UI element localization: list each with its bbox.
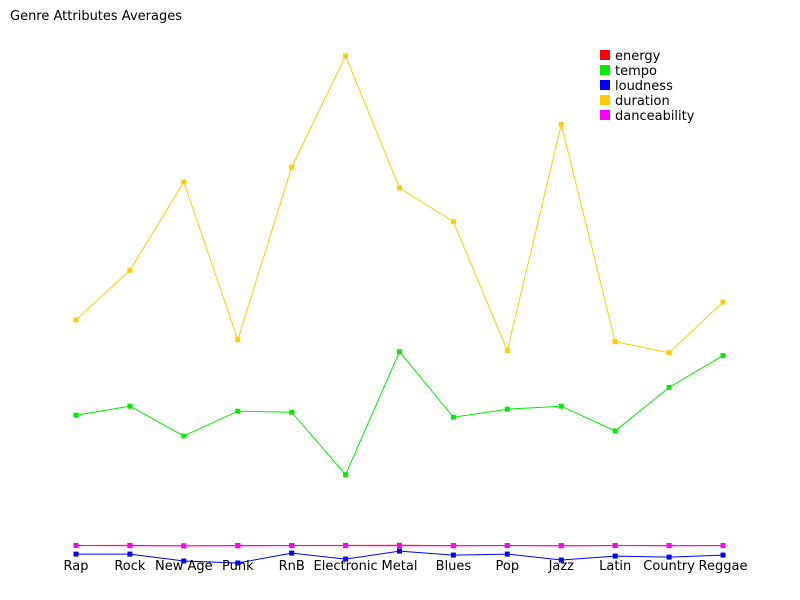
data-point-danceability <box>612 543 618 549</box>
data-point-danceability <box>558 543 564 549</box>
data-point-duration <box>612 339 618 345</box>
data-point-tempo <box>235 408 241 414</box>
x-tick-label: Punk <box>222 559 254 574</box>
x-tick-label: Metal <box>382 559 418 574</box>
series-line-tempo <box>75 350 724 476</box>
series-lines <box>75 54 724 564</box>
legend-label: duration <box>615 94 670 109</box>
x-tick-label: Rock <box>114 559 146 574</box>
x-tick-label: Blues <box>436 559 472 574</box>
x-tick-label: Rap <box>64 559 89 574</box>
x-tick-labels: Rap Rock New Age Punk RnB Electronic Metal Blue… <box>64 559 748 574</box>
data-point-danceability <box>73 543 79 548</box>
legend-swatch <box>600 65 610 75</box>
x-tick-label: Pop <box>496 559 520 574</box>
data-point-loudness <box>343 556 349 562</box>
data-point-tempo <box>558 403 564 409</box>
x-tick-label: Jazz <box>548 559 575 574</box>
data-point-danceability <box>127 543 133 549</box>
chart-title: Genre Attributes Averages <box>10 9 182 24</box>
legend-item-loudness: loudness <box>600 79 673 94</box>
data-point-danceability <box>181 543 187 549</box>
data-point-loudness <box>666 554 672 560</box>
x-tick-label: New Age <box>155 559 213 574</box>
data-point-duration <box>666 350 672 356</box>
data-point-loudness <box>127 551 133 557</box>
data-point-duration <box>558 121 564 127</box>
data-point-loudness <box>181 558 187 564</box>
data-point-tempo <box>504 406 510 412</box>
data-point-loudness <box>289 550 295 556</box>
data-point-duration <box>343 53 349 59</box>
series-points <box>73 53 726 566</box>
data-point-loudness <box>397 548 402 554</box>
data-point-danceability <box>504 543 510 549</box>
x-tick-label: Reggae <box>699 559 748 574</box>
data-point-tempo <box>289 409 295 415</box>
data-point-tempo <box>612 428 618 434</box>
x-tick-label: Electronic <box>314 559 378 574</box>
data-point-loudness <box>73 551 79 557</box>
legend-label: energy <box>615 49 661 64</box>
data-point-danceability <box>289 543 295 549</box>
data-point-tempo <box>397 349 402 355</box>
legend-label: tempo <box>615 64 657 79</box>
legend-label: danceability <box>615 109 695 124</box>
legend-swatch <box>600 80 610 90</box>
data-point-tempo <box>73 412 79 418</box>
data-point-duration <box>235 337 241 343</box>
data-point-danceability <box>235 543 241 549</box>
x-tick-label: Latin <box>599 559 631 574</box>
legend-item-duration: duration <box>600 94 670 109</box>
legend-label: loudness <box>615 79 673 94</box>
data-point-danceability <box>720 543 726 549</box>
data-point-tempo <box>450 414 456 420</box>
legend-item-tempo: tempo <box>600 64 657 79</box>
data-point-duration <box>73 317 79 323</box>
data-point-duration <box>127 267 133 273</box>
data-point-duration <box>720 299 726 305</box>
legend-swatch <box>600 50 610 60</box>
data-point-loudness <box>450 552 456 558</box>
data-point-duration <box>181 179 187 185</box>
data-point-tempo <box>666 384 672 390</box>
data-point-danceability <box>343 543 349 549</box>
data-point-duration <box>289 164 295 170</box>
x-tick-label: Country <box>643 559 695 574</box>
data-point-duration <box>397 185 402 191</box>
data-point-tempo <box>720 353 726 359</box>
data-point-loudness <box>235 560 241 566</box>
data-point-danceability <box>450 543 456 549</box>
data-point-duration <box>504 348 510 354</box>
legend-item-danceability: danceability <box>600 109 695 124</box>
data-point-tempo <box>343 472 349 478</box>
data-point-danceability <box>397 543 402 549</box>
data-point-loudness <box>612 553 618 559</box>
data-point-loudness <box>504 551 510 557</box>
data-point-tempo <box>181 433 187 439</box>
legend-item-energy: energy <box>600 49 661 64</box>
data-point-danceability <box>666 543 672 549</box>
data-point-loudness <box>558 557 564 563</box>
data-point-loudness <box>720 552 726 558</box>
data-point-tempo <box>127 403 133 409</box>
data-point-duration <box>450 219 456 225</box>
legend-swatch <box>600 110 610 120</box>
legend-swatch <box>600 95 610 105</box>
x-tick-label: RnB <box>279 559 305 574</box>
